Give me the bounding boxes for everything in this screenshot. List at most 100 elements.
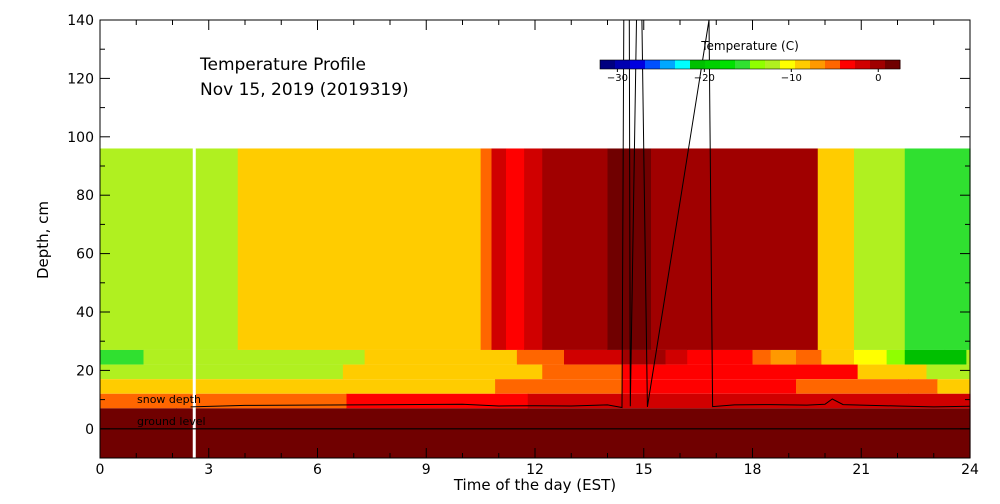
heatmap-cell <box>857 364 928 380</box>
x-tick-label: 3 <box>204 462 213 478</box>
colorbar-border <box>599 59 901 70</box>
heatmap-cell <box>944 148 971 350</box>
ground-level-label: ground level <box>137 415 206 428</box>
heatmap-cell <box>364 349 518 365</box>
x-tick-label: 15 <box>635 462 653 478</box>
colorbar: −30 −20 −10 0 <box>599 59 901 84</box>
colorbar-tick-label: −10 <box>781 73 802 84</box>
colorbar-swatch <box>705 60 721 69</box>
colorbar-swatch <box>825 60 841 69</box>
heatmap-cell <box>100 393 348 409</box>
heatmap-cell <box>542 148 565 350</box>
heatmap-cell <box>176 408 971 429</box>
heatmap-cell <box>966 349 971 365</box>
x-tick-label: 0 <box>96 462 105 478</box>
heatmap-cell <box>665 349 688 365</box>
colorbar-swatch <box>795 60 811 69</box>
colorbar-swatch <box>780 60 796 69</box>
heatmap-cell <box>937 379 971 394</box>
heatmap-cell <box>524 148 543 350</box>
colorbar-swatch <box>840 60 856 69</box>
y-tick-label: 100 <box>67 130 94 146</box>
heatmap-cell <box>854 148 906 350</box>
colorbar-swatch <box>885 60 901 69</box>
heatmap-cell <box>100 148 239 350</box>
x-axis-label: Time of the day (EST) <box>453 476 616 494</box>
heatmap-cell <box>564 148 609 350</box>
colorbar-tick-label: −20 <box>694 73 715 84</box>
x-tick-label: 12 <box>526 462 544 478</box>
heatmap-cells <box>100 148 971 458</box>
heatmap-cell <box>886 349 906 365</box>
colorbar-swatch <box>645 60 661 69</box>
y-tick-label: 80 <box>76 188 94 204</box>
heatmap-cell <box>821 349 855 365</box>
snow-depth-label: snow depth <box>137 393 201 406</box>
colorbar-swatch <box>765 60 781 69</box>
colorbar-swatch <box>660 60 676 69</box>
colorbar-swatch <box>855 60 871 69</box>
colorbar-swatch <box>630 60 646 69</box>
heatmap-cell <box>817 148 855 350</box>
heatmap-cell <box>770 148 819 350</box>
heatmap-cell <box>796 349 822 365</box>
heatmap-cell <box>622 379 797 394</box>
heatmap-cell <box>100 349 145 365</box>
x-tick-label: 21 <box>852 462 870 478</box>
axes: 0 3 6 9 12 15 18 21 24 0 20 40 60 80 100 120 140 <box>67 13 979 478</box>
heatmap-cell <box>506 148 525 350</box>
colorbar-swatch <box>750 60 766 69</box>
heatmap-cell <box>480 148 493 350</box>
heatmap-cell <box>516 349 543 365</box>
x-tick-label: 6 <box>313 462 322 478</box>
heatmap-cell <box>143 349 366 365</box>
heatmap-cell <box>651 148 688 350</box>
heatmap-cell <box>622 349 667 365</box>
colorbar-swatch <box>615 60 631 69</box>
colorbar-swatch <box>720 60 736 69</box>
chart-title: Temperature Profile <box>199 55 366 75</box>
y-tick-label: 40 <box>76 305 94 321</box>
heatmap-cell <box>342 364 543 380</box>
colorbar-swatch <box>735 60 751 69</box>
heatmap-cell <box>904 148 946 350</box>
x-tick-label: 9 <box>422 462 431 478</box>
heatmap-cell <box>564 349 623 365</box>
colorbar-title: Temperature (C) <box>700 39 799 53</box>
heatmap-cell <box>100 408 177 429</box>
heatmap-cell <box>622 364 859 380</box>
heatmap-cell <box>100 379 496 394</box>
heatmap-cell <box>491 148 507 350</box>
heatmap-cell <box>908 379 938 394</box>
heatmap-cell <box>770 349 797 365</box>
colorbar-swatch <box>600 60 616 69</box>
heatmap-cell <box>237 148 482 350</box>
heatmap-cell <box>752 349 772 365</box>
y-tick-label: 120 <box>67 71 94 87</box>
colorbar-swatch <box>675 60 691 69</box>
colorbar-swatch <box>810 60 826 69</box>
y-tick-label: 20 <box>76 363 94 379</box>
x-tick-label: 18 <box>744 462 762 478</box>
heatmap-cell <box>495 379 623 394</box>
heatmap-cell <box>926 364 971 380</box>
heatmap-cell <box>542 349 565 365</box>
y-tick-label: 140 <box>67 13 94 29</box>
y-axis-label: Depth, cm <box>34 201 52 279</box>
heatmap-cell <box>904 349 967 365</box>
chart-subtitle: Nov 15, 2019 (2019319) <box>200 80 409 100</box>
y-tick-label: 60 <box>76 247 94 263</box>
colorbar-swatch <box>870 60 886 69</box>
heatmap-cell <box>854 349 888 365</box>
heatmap-cell <box>542 364 623 380</box>
colorbar-swatch <box>690 60 706 69</box>
heatmap-cell <box>796 379 909 394</box>
missing-data-column <box>192 148 196 459</box>
heatmap-cell <box>687 148 772 350</box>
heatmap-cell <box>687 349 754 365</box>
y-tick-label: 0 <box>85 422 94 438</box>
colorbar-tick-label: −30 <box>607 73 628 84</box>
colorbar-tick-label: 0 <box>875 73 881 84</box>
